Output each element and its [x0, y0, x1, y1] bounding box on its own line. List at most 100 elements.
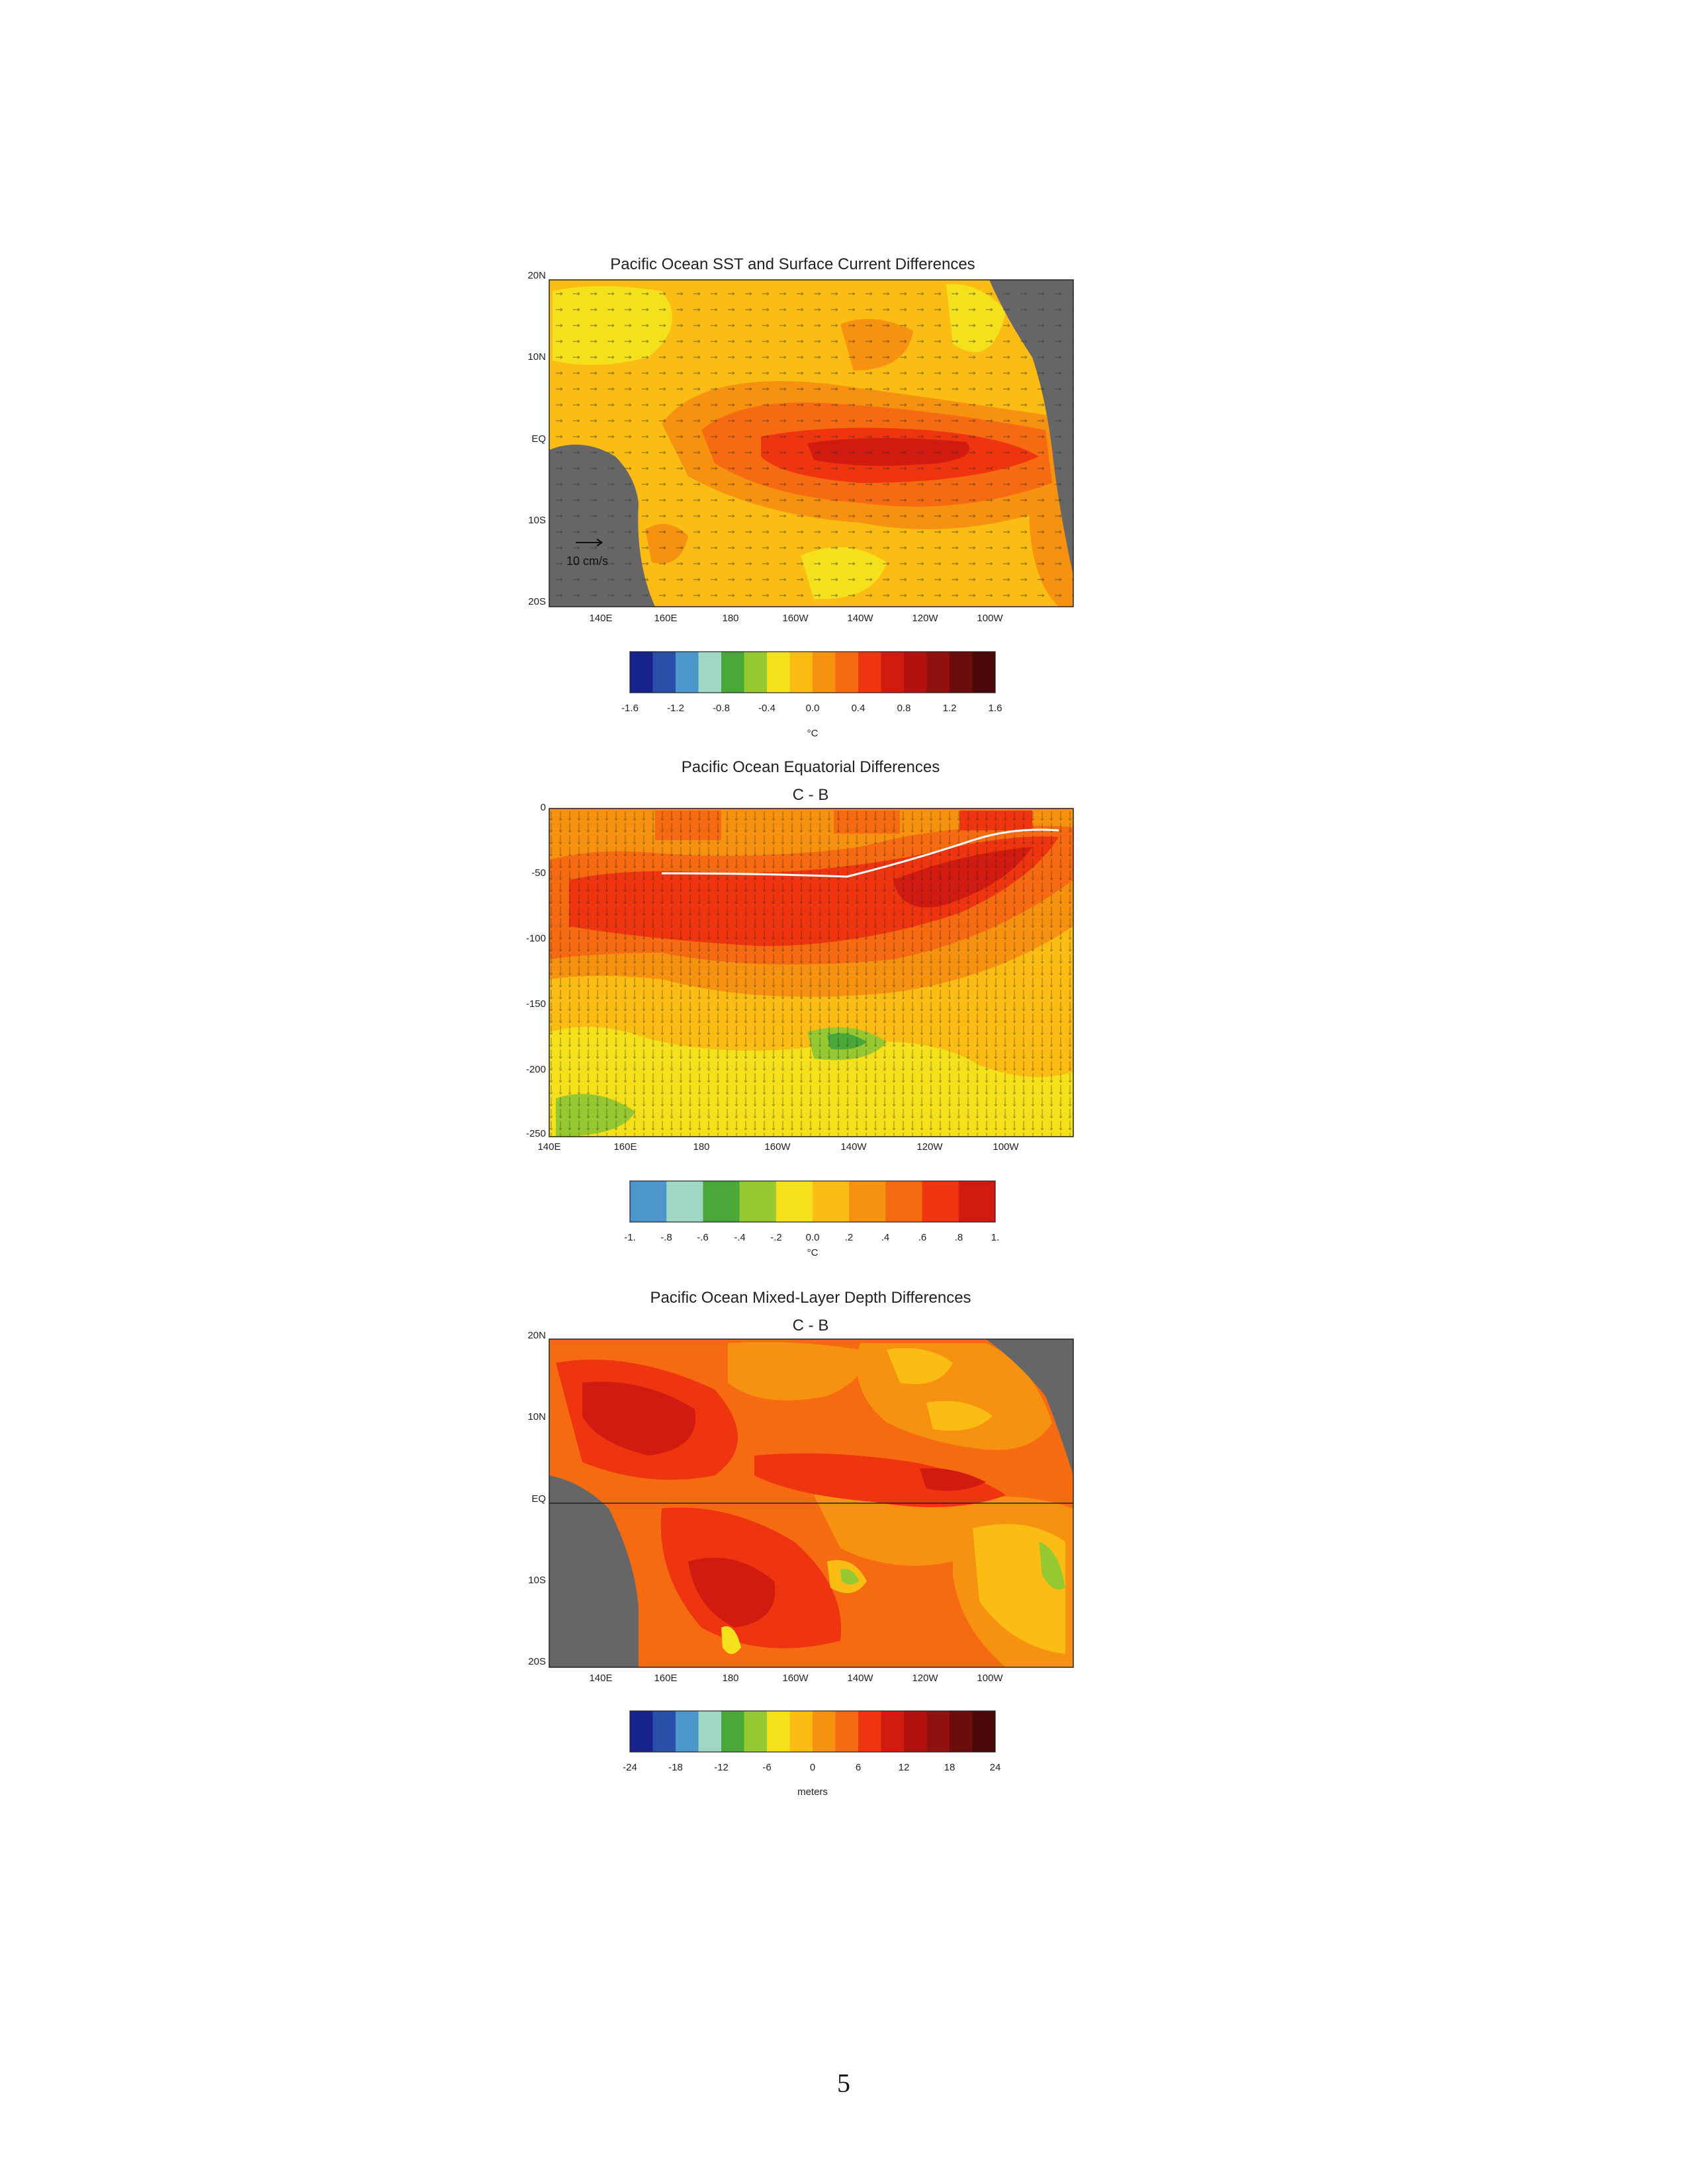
x-tick: 140E [589, 1673, 613, 1684]
colorbar-swatch [881, 652, 905, 693]
colorbar-swatch [676, 652, 699, 693]
colorbar-tick: -18 [668, 1762, 683, 1773]
colorbar-tick: -.8 [660, 1232, 672, 1243]
colorbar-tick: .2 [844, 1232, 854, 1243]
colorbar-tick: 18 [944, 1762, 955, 1773]
colorbar-tick: -24 [623, 1762, 637, 1773]
colorbar-swatch [652, 652, 676, 693]
x-tick: 160E [654, 1673, 678, 1684]
x-tick: 120W [916, 1141, 943, 1153]
colorbar-swatch [972, 652, 996, 693]
x-tick: 160E [654, 613, 678, 624]
colorbar-unit: °C [807, 728, 819, 739]
y-tick: 20S [528, 596, 546, 607]
y-tick: 10S [528, 515, 546, 526]
colorbar-swatch [922, 1181, 959, 1222]
colorbar-frame [629, 1180, 996, 1223]
colorbar-swatch [744, 652, 768, 693]
colorbar-swatch [881, 1711, 905, 1752]
colorbar-swatch [630, 1711, 653, 1752]
y-tick: -150 [525, 998, 546, 1010]
x-tick: 140E [589, 613, 613, 624]
y-tick: -50 [531, 867, 546, 879]
colorbar-tick: 12 [898, 1762, 910, 1773]
colorbar-frame [629, 1710, 996, 1753]
colorbar-swatch [904, 1711, 927, 1752]
colorbar-unit: meters [797, 1786, 828, 1798]
x-tick: 160E [613, 1141, 637, 1153]
colorbar-tick: 0.8 [897, 703, 911, 714]
colorbar-swatch [767, 652, 790, 693]
equatorial-title: Pacific Ocean Equatorial Differences [681, 758, 940, 776]
y-tick: 20S [528, 1656, 546, 1667]
x-tick: 120W [912, 613, 938, 624]
colorbar-tick: -0.4 [758, 703, 776, 714]
x-tick: 140W [847, 613, 873, 624]
colorbar-swatch [904, 652, 927, 693]
colorbar-unit: °C [807, 1247, 819, 1258]
equatorial-frame [549, 808, 1074, 1137]
x-tick: 100W [993, 1141, 1019, 1153]
colorbar-tick: 0 [809, 1762, 816, 1773]
colorbar-swatch [776, 1181, 813, 1222]
colorbar-swatch [630, 1181, 667, 1222]
colorbar-swatch [835, 652, 859, 693]
x-tick: 100W [977, 613, 1003, 624]
colorbar-swatch [950, 1711, 973, 1752]
sst-title: Pacific Ocean SST and Surface Current Di… [610, 255, 975, 273]
colorbar-swatch [789, 1711, 813, 1752]
colorbar-swatch [767, 1711, 790, 1752]
colorbar-swatch [813, 652, 836, 693]
colorbar-tick: -6 [762, 1762, 772, 1773]
colorbar-tick: -.6 [697, 1232, 709, 1243]
colorbar-swatch [926, 1711, 950, 1752]
colorbar-swatch [835, 1711, 859, 1752]
mld-subtitle: C - B [792, 1317, 829, 1334]
colorbar-swatch [652, 1711, 676, 1752]
x-tick: 180 [722, 1673, 739, 1684]
x-tick: 120W [912, 1673, 938, 1684]
y-tick: EQ [531, 1493, 546, 1505]
colorbar-swatch [703, 1181, 740, 1222]
colorbar-swatch [789, 652, 813, 693]
colorbar-swatch [926, 652, 950, 693]
page-number: 5 [837, 2068, 850, 2098]
colorbar-tick: -1.6 [621, 703, 639, 714]
x-tick: 180 [722, 613, 739, 624]
x-tick: 180 [693, 1141, 710, 1153]
colorbar-swatch [698, 1711, 722, 1752]
mld-map-frame [549, 1338, 1074, 1668]
y-tick: 0 [540, 802, 546, 813]
y-tick: 20N [527, 270, 546, 281]
colorbar-tick: -.2 [770, 1232, 782, 1243]
colorbar-tick: 0.0 [805, 1232, 820, 1243]
y-tick: -200 [525, 1064, 546, 1075]
colorbar-swatch [849, 1181, 886, 1222]
colorbar-tick: -1.2 [667, 703, 684, 714]
colorbar-swatch [972, 1711, 996, 1752]
colorbar-tick: -0.8 [713, 703, 730, 714]
colorbar-swatch [698, 652, 722, 693]
colorbar-tick: 1. [991, 1232, 1000, 1243]
colorbar-swatch [813, 1181, 850, 1222]
colorbar-swatch [676, 1711, 699, 1752]
equatorial-subtitle: C - B [792, 786, 829, 804]
x-tick: 140W [847, 1673, 873, 1684]
colorbar-swatch [721, 652, 744, 693]
colorbar-tick: 0.0 [805, 703, 820, 714]
colorbar-tick: .6 [918, 1232, 927, 1243]
colorbar-swatch [630, 652, 653, 693]
y-tick: 10N [527, 1411, 546, 1422]
reference-vector-label: 10 cm/s [566, 554, 609, 568]
colorbar-tick: .8 [954, 1232, 963, 1243]
colorbar-frame [629, 651, 996, 693]
colorbar-swatch [666, 1181, 703, 1222]
colorbar-tick: 24 [989, 1762, 1001, 1773]
colorbar-swatch [813, 1711, 836, 1752]
x-tick: 160W [782, 613, 809, 624]
colorbar-swatch [958, 1181, 996, 1222]
